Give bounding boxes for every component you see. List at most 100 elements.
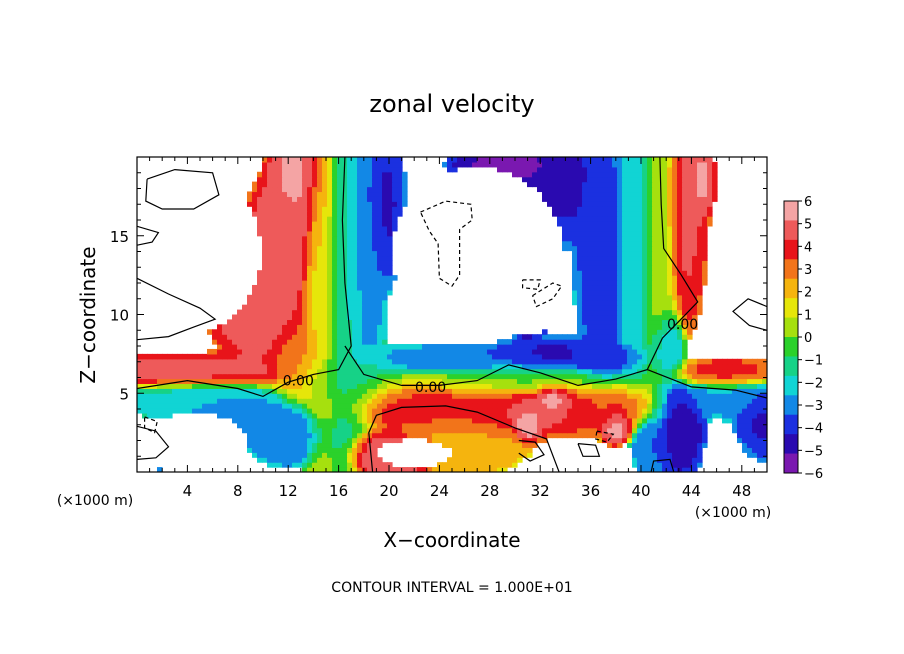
field-cell [677,319,683,325]
field-cell [517,166,523,173]
field-cell [317,196,323,202]
field-cell [292,260,298,266]
field-cell [342,408,348,414]
field-cell [567,363,573,370]
field-cell [292,383,298,389]
field-cell [317,275,323,281]
field-cell [207,383,213,389]
field-cell [642,240,648,247]
field-cell [537,373,543,380]
field-cell [492,452,498,458]
field-cell [367,363,373,370]
field-cell [702,181,708,188]
field-cell [627,363,633,370]
field-cell [252,412,258,419]
field-cell [657,225,663,232]
field-cell [357,348,363,355]
field-cell [332,304,338,311]
field-cell [382,403,388,409]
field-cell [592,309,598,316]
field-cell [657,467,663,472]
field-cell [472,403,478,409]
field-cell [597,270,603,276]
field-cell [397,348,403,355]
field-cell [337,442,343,448]
field-cell [547,191,553,197]
field-cell [307,452,313,458]
field-cell [342,250,348,257]
field-cell [377,398,383,404]
field-cell [547,166,553,173]
field-cell [362,452,368,458]
field-cell [577,427,583,434]
field-cell [287,191,293,197]
velocity-field [137,157,767,472]
field-cell [407,388,413,394]
field-cell [682,447,688,453]
field-cell [397,176,403,183]
field-cell [507,442,513,448]
field-cell [287,161,293,168]
field-cell [252,304,258,311]
field-cell [362,442,368,448]
field-cell [552,388,558,394]
field-cell [682,245,688,252]
field-cell [697,216,703,222]
field-cell [462,373,468,380]
field-cell [577,240,583,247]
field-cell [607,225,613,232]
field-cell [272,373,278,380]
field-cell [647,398,653,404]
field-cell [347,339,353,345]
field-cell [567,422,573,429]
field-cell [447,437,453,444]
field-cell [547,417,553,424]
field-cell [397,353,403,360]
field-cell [692,176,698,183]
field-cell [397,157,403,163]
field-cell [247,363,253,370]
field-cell [447,398,453,404]
field-cell [452,344,458,350]
field-cell [362,329,368,335]
field-cell [307,270,313,276]
field-cell [532,393,538,399]
field-cell [287,422,293,429]
field-cell [757,422,763,429]
field-cell [692,211,698,217]
field-cell [347,447,353,453]
field-cell [297,309,303,316]
field-cell [277,304,283,311]
field-cell [337,250,343,257]
field-cell [607,157,613,163]
field-cell [477,422,483,429]
field-cell [202,363,208,370]
field-cell [337,284,343,291]
field-cell [327,427,333,434]
field-cell [712,196,718,202]
field-cell [547,353,553,360]
field-cell [572,422,578,429]
field-cell [382,304,388,311]
field-cell [672,255,678,261]
field-cell [337,211,343,217]
field-cell [347,255,353,261]
field-cell [617,220,623,227]
field-cell [242,417,248,424]
field-cell [712,403,718,409]
field-cell [392,393,398,399]
field-cell [572,201,578,207]
field-cell [482,358,488,365]
field-cell [647,422,653,429]
field-cell [302,398,308,404]
field-cell [202,398,208,404]
field-cell [357,157,363,163]
field-cell [647,166,653,173]
field-cell [647,452,653,458]
field-cell [532,437,538,444]
field-cell [167,412,173,419]
field-cell [252,353,258,360]
field-cell [337,176,343,183]
field-cell [657,388,663,394]
field-cell [327,211,333,217]
